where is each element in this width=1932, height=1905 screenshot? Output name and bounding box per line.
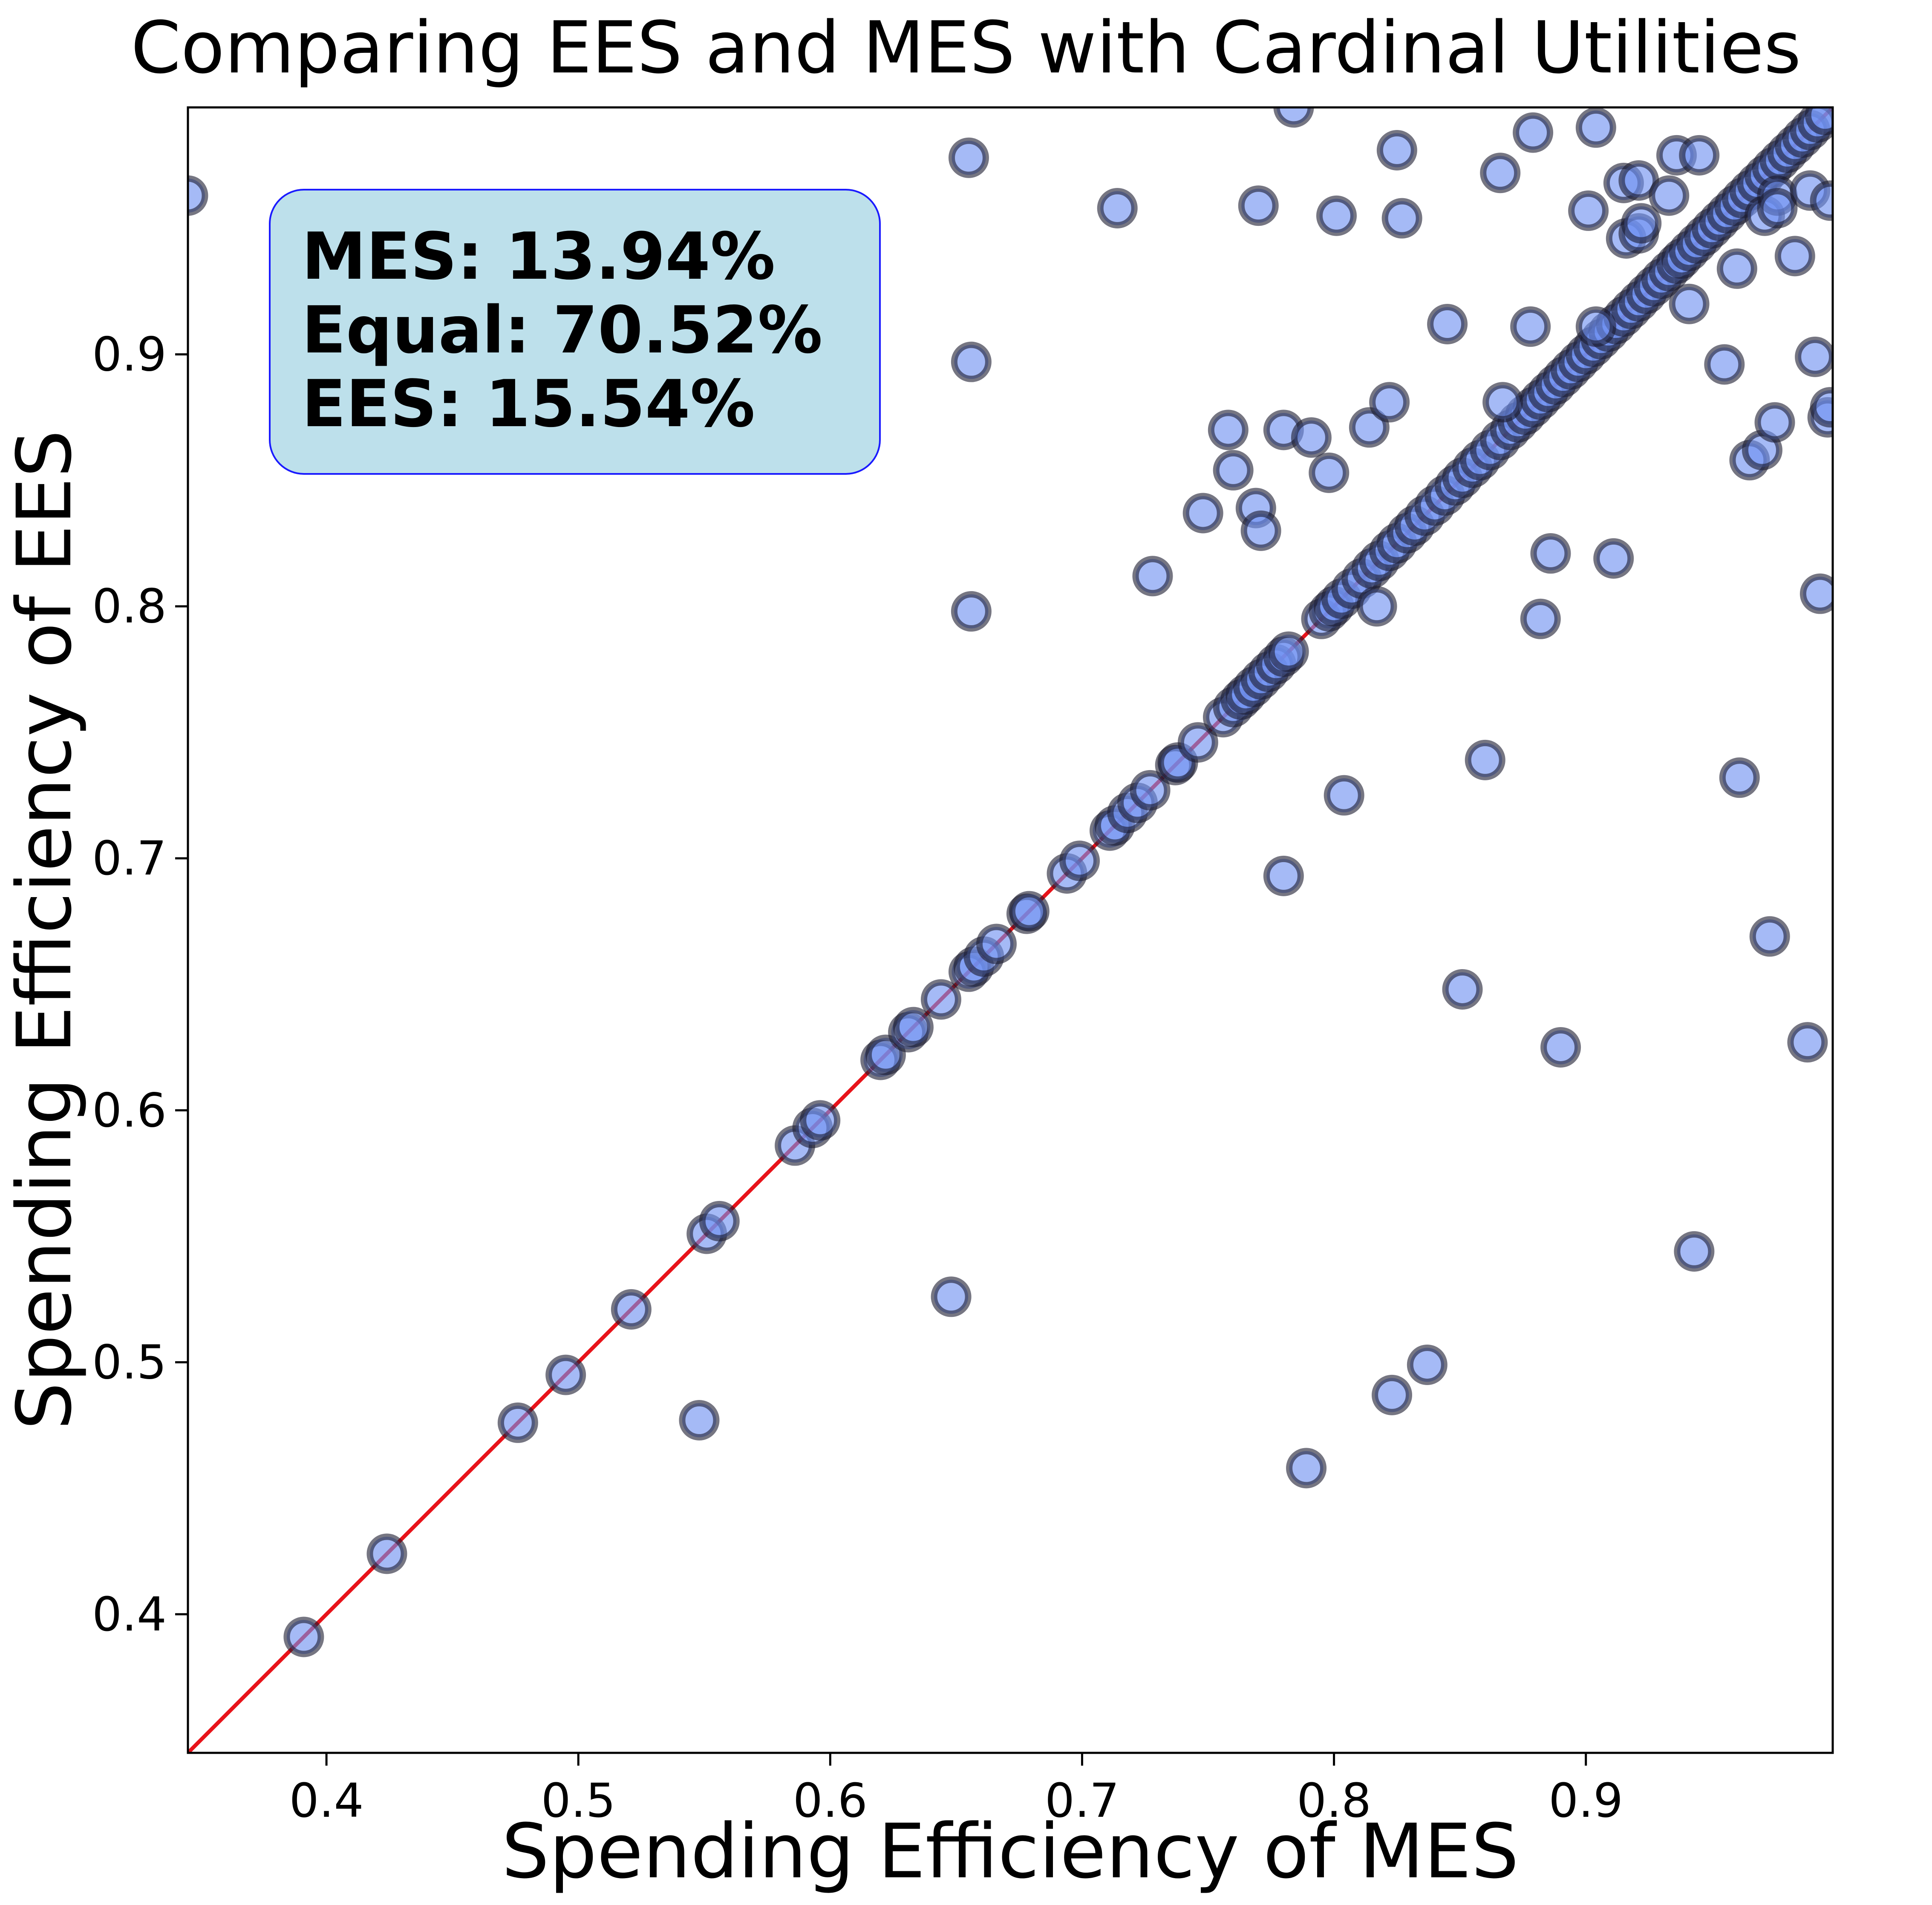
data-point-equal xyxy=(893,1007,934,1048)
y-tick-label: 0.6 xyxy=(92,1083,167,1137)
data-point xyxy=(1754,402,1795,443)
data-point xyxy=(1324,775,1364,816)
data-point xyxy=(1510,306,1551,347)
y-tick-label: 0.4 xyxy=(92,1587,167,1642)
data-point xyxy=(1520,598,1561,639)
data-point xyxy=(679,1400,720,1441)
data-point xyxy=(1465,739,1505,780)
data-point xyxy=(1810,180,1833,221)
data-point xyxy=(1286,1448,1327,1489)
stats-line-ees: EES: 15.54% xyxy=(302,366,755,442)
x-axis-ticks: 0.4 0.5 0.6 0.7 0.8 0.9 xyxy=(289,1753,1623,1828)
data-point-equal xyxy=(699,1201,740,1241)
data-point xyxy=(1309,452,1350,493)
data-point xyxy=(951,591,992,632)
data-point xyxy=(931,1276,972,1317)
data-point xyxy=(1381,198,1422,239)
stats-line-equal: Equal: 70.52% xyxy=(302,292,822,368)
y-tick-label: 0.8 xyxy=(92,579,167,634)
data-point xyxy=(1795,336,1833,377)
data-point xyxy=(1774,236,1815,277)
data-point xyxy=(1757,188,1798,229)
stats-box-background xyxy=(269,189,881,475)
data-point-equal xyxy=(976,924,1017,964)
data-point-equal xyxy=(1009,891,1050,932)
data-point-equal xyxy=(1059,840,1100,881)
data-point xyxy=(1291,417,1332,458)
y-tick-label: 0.5 xyxy=(92,1335,167,1390)
data-point xyxy=(1427,303,1468,344)
data-point-equal xyxy=(1268,631,1309,672)
data-point xyxy=(1679,135,1720,176)
x-tick-label: 0.6 xyxy=(793,1773,868,1828)
data-point-equal xyxy=(283,1616,324,1657)
x-tick-label: 0.7 xyxy=(1045,1773,1119,1828)
data-point xyxy=(1376,130,1417,171)
y-axis-label: Spending Efficiency of EES xyxy=(1,430,88,1430)
data-point xyxy=(1482,382,1523,423)
data-point xyxy=(1097,188,1138,229)
data-point xyxy=(1674,1231,1715,1272)
stats-line-mes: MES: 13.94% xyxy=(302,219,775,294)
data-point xyxy=(1513,112,1554,153)
data-point xyxy=(1568,190,1609,231)
data-point-equal xyxy=(920,979,961,1020)
data-point xyxy=(1316,195,1357,236)
data-point-equal xyxy=(366,1533,407,1574)
data-point-equal xyxy=(611,1289,652,1330)
y-tick-label: 0.7 xyxy=(92,831,167,886)
data-point xyxy=(1349,407,1390,448)
data-point xyxy=(1530,533,1571,574)
data-point-equal xyxy=(545,1354,586,1395)
stats-box: MES: 13.94% Equal: 70.52% EES: 15.54% xyxy=(269,189,881,475)
data-points xyxy=(188,107,1833,1657)
data-point-equal xyxy=(497,1402,538,1443)
data-point xyxy=(1716,248,1757,289)
data-point xyxy=(1480,153,1521,193)
y-tick-label: 0.9 xyxy=(92,327,167,381)
data-point xyxy=(1621,203,1662,244)
x-tick-label: 0.8 xyxy=(1297,1773,1371,1828)
data-point xyxy=(1238,185,1279,226)
data-point xyxy=(1356,586,1397,627)
y-axis-ticks: 0.4 0.5 0.6 0.7 0.8 0.9 xyxy=(92,327,188,1642)
data-point-equal xyxy=(1130,770,1171,811)
data-point xyxy=(1132,556,1173,597)
plot-frame xyxy=(187,106,1834,1754)
data-point xyxy=(1442,969,1483,1010)
data-point xyxy=(948,137,989,178)
data-point xyxy=(1787,1022,1828,1063)
data-point xyxy=(1593,538,1634,579)
data-point-equal xyxy=(1177,722,1218,763)
data-point xyxy=(1575,306,1616,347)
data-point xyxy=(1407,1344,1448,1385)
data-point xyxy=(1369,382,1410,423)
data-point-equal xyxy=(800,1100,841,1141)
data-point xyxy=(188,175,208,216)
data-point xyxy=(951,341,992,382)
data-point xyxy=(1719,757,1760,798)
data-point xyxy=(1273,107,1314,128)
data-point xyxy=(1704,344,1745,385)
data-point xyxy=(1240,510,1281,551)
chart-title: Comparing EES and MES with Cardinal Util… xyxy=(131,6,1801,89)
data-point xyxy=(1540,1027,1581,1068)
x-tick-label: 0.9 xyxy=(1548,1773,1623,1828)
data-point xyxy=(1749,916,1790,957)
data-point xyxy=(1575,107,1616,148)
data-point xyxy=(1799,573,1833,614)
x-axis-label: Spending Efficiency of MES xyxy=(502,1808,1519,1895)
x-tick-label: 0.4 xyxy=(289,1773,364,1828)
data-point-equal xyxy=(1805,107,1833,136)
data-point xyxy=(1208,410,1249,450)
data-point xyxy=(1213,450,1254,491)
x-tick-label: 0.5 xyxy=(541,1773,616,1828)
data-point xyxy=(1263,855,1304,896)
data-point xyxy=(1669,283,1710,324)
data-point xyxy=(1649,175,1690,216)
data-point xyxy=(1810,387,1833,428)
data-point xyxy=(1372,1374,1413,1415)
data-point xyxy=(1182,493,1223,534)
